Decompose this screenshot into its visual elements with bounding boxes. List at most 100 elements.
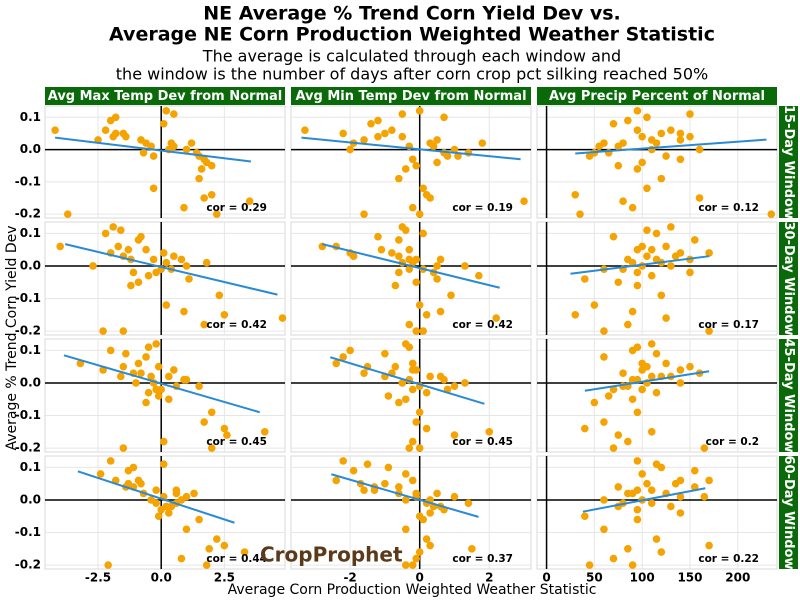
column-strip [45,87,285,105]
point [149,152,158,160]
point [207,444,216,452]
point [119,362,128,371]
point [643,226,651,234]
point [412,366,421,374]
y-tick-label: -0.1 [15,525,41,539]
y-tick-label: -0.2 [15,207,41,221]
point [609,444,618,452]
point [426,372,434,381]
point [695,194,704,202]
point [220,541,229,550]
point [628,346,637,355]
chart-subtitle: The average is calculated through each w… [202,47,621,66]
fit-line [582,487,706,513]
point [700,492,709,501]
x-tick-label: 2 [485,571,493,585]
cor-label: cor = 0.2 [706,436,759,448]
point [433,489,441,498]
point [408,437,417,446]
cor-label: cor = 0.44 [206,553,267,565]
point [447,291,455,300]
point [600,327,608,335]
point [619,369,627,377]
point [633,165,642,173]
point [182,525,191,534]
point [398,110,407,118]
point [106,457,115,465]
panel [536,455,778,570]
panel [290,221,532,336]
point [381,349,389,358]
point [116,226,125,234]
point [408,561,417,569]
y-tick-label: 0.1 [20,226,41,240]
point [440,375,448,384]
point [443,152,452,160]
point [436,307,445,316]
point [464,499,473,508]
point [318,242,327,251]
point [195,382,203,391]
point [170,252,178,260]
cor-label: cor = 0.42 [452,319,513,331]
point [398,132,407,141]
point [671,479,680,488]
point [571,311,580,319]
point [581,275,589,283]
x-tick-label: 0 [416,571,424,585]
row-strip [779,106,798,218]
cor-label: cor = 0.45 [206,436,267,448]
point [686,110,694,118]
point [401,525,410,534]
point [628,203,637,212]
point [705,476,713,485]
cor-label: cor = 0.29 [206,202,267,214]
panel [44,338,286,453]
point [686,268,694,277]
point [116,372,125,381]
point [614,278,623,287]
point [142,398,150,407]
point [154,512,163,521]
point [429,142,438,151]
point [412,161,421,170]
fit-line [63,354,261,414]
point [690,466,699,475]
point [433,262,441,270]
point [177,554,186,563]
point [647,340,656,348]
y-tick-label: -0.2 [15,441,41,455]
point [170,110,178,118]
point [422,535,431,543]
point [149,184,158,193]
point [109,223,118,231]
point [339,129,347,138]
point [401,470,410,478]
x-tick-label: 150 [677,571,702,585]
point [363,460,372,468]
point [433,275,441,283]
point [643,113,651,122]
point [676,492,685,501]
point [122,132,130,141]
point [520,197,528,206]
point [147,372,155,381]
point [395,236,403,244]
point [415,301,424,309]
chart-subtitle: the window is the number of days after c… [116,65,708,84]
point [374,116,382,125]
fit-line [64,243,278,296]
x-tick-label: 0 [542,571,550,585]
fit-line [330,356,485,405]
point [202,258,211,267]
point [412,418,421,426]
point [129,268,138,277]
point [422,388,431,397]
point [401,395,410,404]
point [609,554,618,563]
point [426,541,434,550]
point [89,262,97,270]
point [215,291,224,300]
point [657,174,666,183]
row-strip [779,456,798,569]
